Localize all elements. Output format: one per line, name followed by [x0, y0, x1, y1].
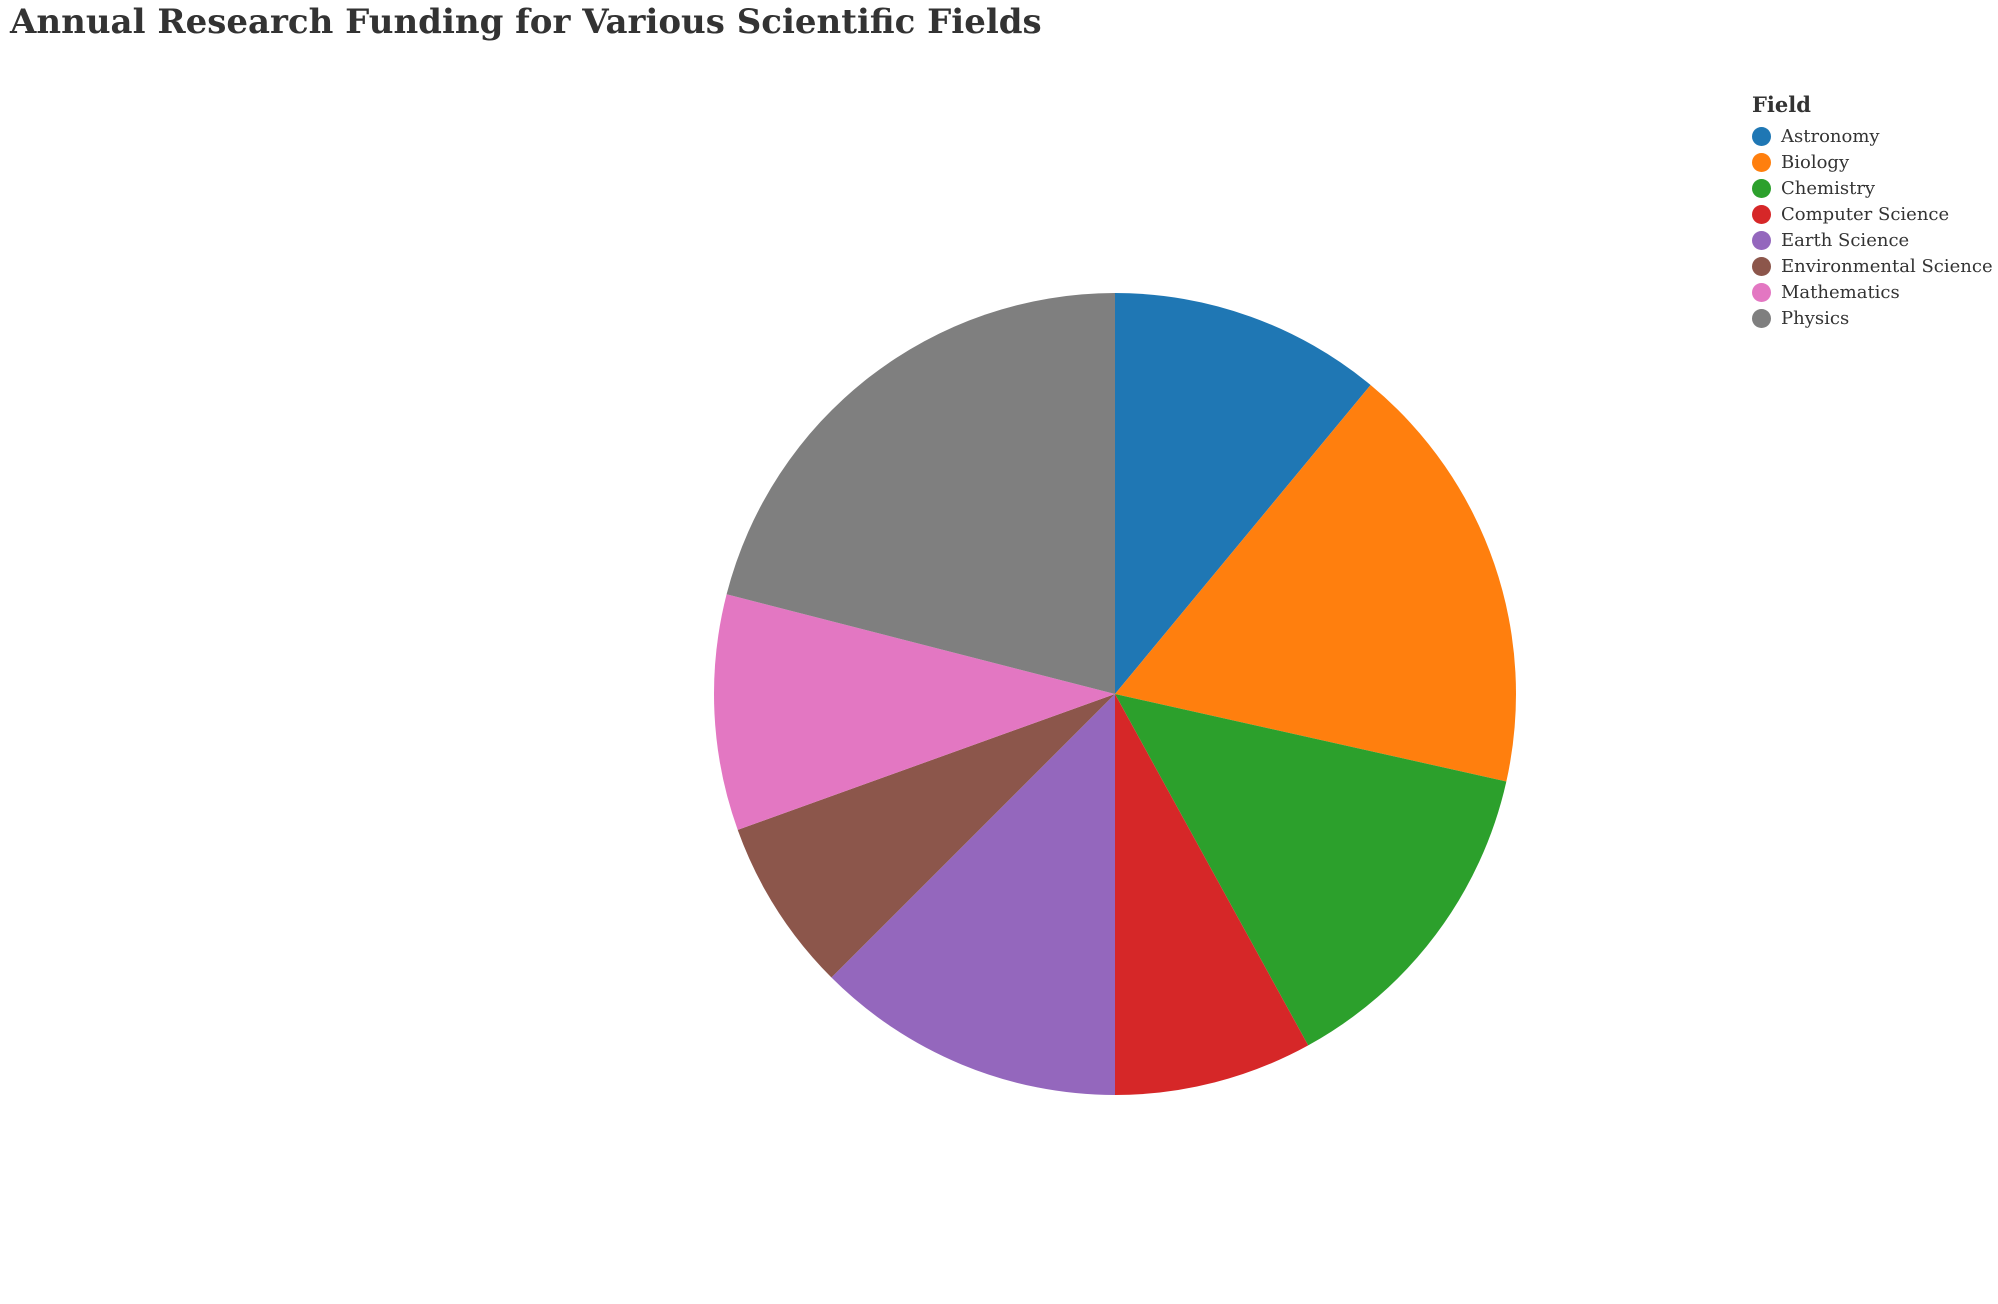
pie-slice-environmental-science [737, 694, 1115, 978]
legend-label: Chemistry [1781, 177, 1876, 199]
legend-swatch [1752, 204, 1771, 224]
pie-slice-chemistry [1115, 694, 1507, 1046]
legend-label: Earth Science [1781, 229, 1910, 251]
legend-label: Biology [1781, 151, 1850, 173]
pie-slice-mathematics [714, 594, 1115, 830]
pie-slice-physics [726, 293, 1115, 694]
legend-swatch [1752, 126, 1771, 146]
legend-label: Environmental Science [1781, 255, 1993, 277]
pie-slice-computer-science [1115, 694, 1309, 1095]
legend-swatch [1752, 152, 1771, 172]
legend-label: Mathematics [1781, 281, 1900, 303]
pie-slice-earth-science [831, 694, 1115, 1095]
legend-item-physics: Physics [1752, 305, 1993, 331]
legend-item-computer-science: Computer Science [1752, 201, 1993, 227]
legend-items: Astronomy Biology Chemistry Computer Scienc… [1752, 123, 1993, 331]
legend-item-earth-science: Earth Science [1752, 227, 1993, 253]
legend-label: Computer Science [1781, 203, 1950, 225]
legend-title: Field [1752, 92, 1811, 117]
legend-swatch [1752, 178, 1771, 198]
legend-swatch [1752, 230, 1771, 250]
legend-swatch [1752, 308, 1771, 328]
legend-item-mathematics: Mathematics [1752, 279, 1993, 305]
legend-item-environmental-science: Environmental Science [1752, 253, 1993, 279]
legend-label: Astronomy [1781, 125, 1880, 147]
pie-slice-astronomy [1115, 293, 1371, 694]
legend-swatch [1752, 256, 1771, 276]
legend-label: Physics [1781, 307, 1850, 329]
legend-item-astronomy: Astronomy [1752, 123, 1993, 149]
legend-swatch [1752, 282, 1771, 302]
legend-item-biology: Biology [1752, 149, 1993, 175]
chart-title: Annual Research Funding for Various Scie… [10, 2, 1042, 42]
legend: Field Astronomy Biology Chemistry Computer … [1752, 92, 1993, 331]
pie-slice-biology [1115, 385, 1516, 782]
legend-item-chemistry: Chemistry [1752, 175, 1993, 201]
